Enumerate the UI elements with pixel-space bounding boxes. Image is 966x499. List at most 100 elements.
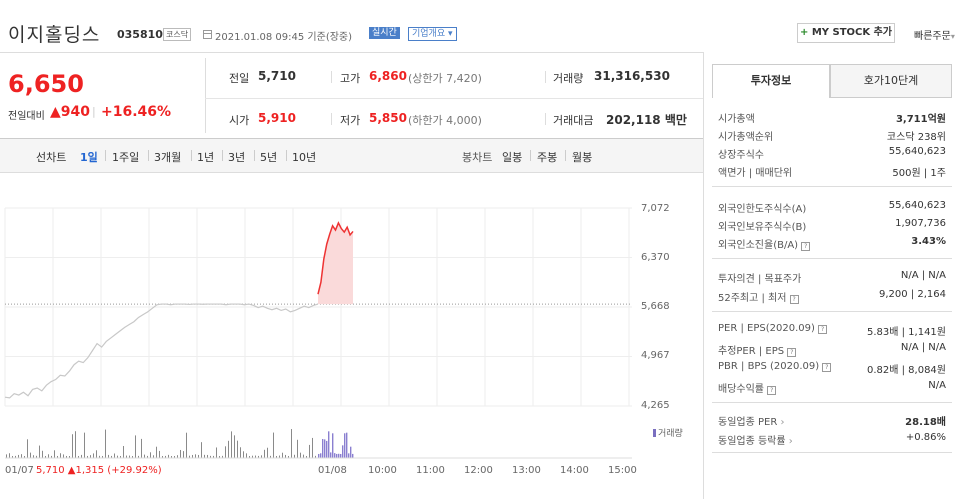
chevron-right-icon: › — [780, 417, 785, 428]
volume-bar — [21, 454, 22, 458]
period-3y[interactable]: 3년 — [228, 151, 246, 164]
volume-bar — [342, 445, 344, 458]
divider — [222, 150, 223, 161]
row-label: 추정PER | EPS — [718, 346, 785, 357]
row-value: 1,907,736 — [895, 218, 946, 229]
row-value: 28.18배 — [905, 417, 946, 428]
line-chart-label: 선차트 — [36, 151, 67, 164]
volume-bar — [18, 454, 19, 458]
volume-bar — [81, 454, 82, 458]
volume-bar — [198, 454, 199, 458]
candle-daily[interactable]: 일봉 — [502, 151, 523, 164]
up-triangle-icon: ▲ — [50, 104, 61, 120]
row-value: 500원 | 1주 — [892, 168, 946, 179]
volume-bar — [195, 454, 196, 458]
y-tick-label: 7,072 — [641, 203, 670, 214]
volume-bar — [6, 454, 7, 458]
volume-bar — [225, 446, 226, 458]
x-tick-label: 15:00 — [608, 465, 637, 476]
x-tick-label: 10:00 — [368, 465, 397, 476]
period-10y[interactable]: 10년 — [292, 151, 317, 164]
prev-day-line — [4, 303, 319, 399]
price-chart[interactable] — [0, 180, 640, 462]
volume-bar — [99, 455, 100, 458]
volume-bar — [334, 453, 336, 458]
tab-order-book[interactable]: 호가10단계 — [830, 64, 952, 98]
volume-bar — [90, 455, 91, 458]
divider — [712, 402, 952, 403]
volume-bar — [243, 451, 244, 458]
volume-bar — [312, 437, 313, 458]
candle-weekly[interactable]: 주봉 — [537, 151, 558, 164]
chart-period-bar — [0, 139, 703, 173]
period-1y[interactable]: 1년 — [197, 151, 215, 164]
row-value: 55,640,623 — [888, 146, 946, 157]
calendar-icon — [203, 30, 212, 39]
realtime-button[interactable]: 실시간 — [369, 27, 400, 39]
volume-bar — [93, 453, 94, 458]
volume-bar — [75, 431, 76, 458]
volume-bar — [162, 455, 163, 458]
divider — [565, 150, 566, 161]
volume-bar — [51, 455, 52, 458]
quick-order-button[interactable]: 빠른주문▾ — [914, 27, 955, 42]
volume-bar — [340, 453, 342, 458]
divider — [703, 52, 704, 499]
volume-bar — [120, 455, 121, 458]
help-icon[interactable]: ? — [789, 295, 799, 304]
help-icon[interactable]: ? — [818, 325, 828, 334]
volume-bar — [338, 453, 340, 458]
volume-bar — [63, 454, 64, 458]
volume-bar — [156, 446, 157, 458]
volume-bar — [87, 455, 88, 458]
help-icon[interactable]: ? — [787, 348, 797, 357]
volume-bar — [204, 454, 205, 458]
today-area-fill — [318, 222, 353, 305]
period-1d[interactable]: 1일 — [80, 151, 98, 164]
volume-bar — [282, 452, 283, 458]
volume-bar — [54, 450, 55, 458]
tab-invest-info[interactable]: 투자정보 — [712, 64, 830, 98]
volume-bar — [336, 453, 338, 458]
volume-bar — [279, 455, 280, 458]
row-label: 배당수익률 — [718, 384, 764, 395]
divider — [545, 113, 546, 125]
volume-bar — [288, 455, 289, 458]
volume-bar — [320, 453, 322, 458]
company-overview-dropdown[interactable]: 기업개요 ▾ — [408, 27, 457, 41]
change-label: 전일대비 — [8, 111, 45, 122]
period-3m[interactable]: 3개월 — [154, 151, 182, 164]
row-label: 액면가 | 매매단위 — [718, 168, 793, 179]
y-tick-label: 4,265 — [641, 400, 670, 411]
volume-value: 31,316,530 — [594, 69, 670, 83]
divider — [712, 452, 952, 453]
row-label: 외국인보유주식수(B) — [718, 222, 807, 233]
help-icon[interactable]: ? — [822, 363, 832, 372]
candle-monthly[interactable]: 월봉 — [572, 151, 593, 164]
volume-bar — [297, 439, 298, 458]
stock-code: 035810 — [117, 28, 163, 41]
quick-order-label: 빠른주문 — [914, 31, 951, 42]
volume-bar — [300, 452, 301, 458]
volume-bar — [111, 455, 112, 458]
x-tick-label: 14:00 — [560, 465, 589, 476]
row-value: N/A — [928, 380, 946, 391]
market-cap-rank-row[interactable]: 시가총액순위 코스닥 238위 — [718, 128, 946, 144]
y-tick-label: 4,967 — [641, 350, 670, 361]
row-label: 시가총액순위 — [718, 132, 774, 143]
period-1w[interactable]: 1주일 — [112, 151, 140, 164]
help-icon[interactable]: ? — [801, 242, 811, 251]
volume-bar — [135, 435, 136, 458]
volume-bar — [132, 455, 133, 458]
volume-bar — [210, 455, 211, 458]
sector-change-row[interactable]: 동일업종 등락률 › +0.86% — [718, 432, 946, 448]
volume-label: 거래량 — [553, 72, 584, 85]
dividend-yield-row: 배당수익률 ? N/A — [718, 380, 946, 396]
row-value: 코스닥 238위 — [886, 132, 946, 143]
period-5y[interactable]: 5년 — [260, 151, 278, 164]
help-icon[interactable]: ? — [767, 386, 777, 395]
mystock-add-button[interactable]: + MY STOCK 추가 — [797, 23, 895, 43]
sector-per-row[interactable]: 동일업종 PER › 28.18배 — [718, 413, 946, 429]
volume-bar — [285, 454, 286, 458]
volume-bar — [171, 455, 172, 458]
